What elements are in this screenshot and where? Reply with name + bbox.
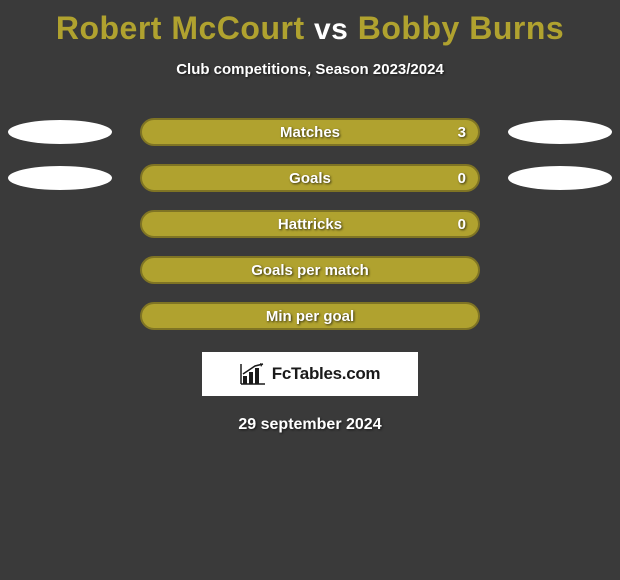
stat-bar: Goals per match <box>140 256 480 284</box>
stat-bar: Hattricks 0 <box>140 210 480 238</box>
vs-word: vs <box>314 13 348 46</box>
logo-chart-icon <box>240 363 266 385</box>
brand-badge: FcTables.com <box>202 352 418 396</box>
brand-text: FcTables.com <box>272 364 381 384</box>
stat-bar: Matches 3 <box>140 118 480 146</box>
ellipse-icon <box>508 166 612 190</box>
stat-value: 0 <box>458 216 466 233</box>
ellipse-icon <box>8 166 112 190</box>
comparison-title: Robert McCourt vs Bobby Burns <box>0 0 620 47</box>
stat-label: Matches <box>280 124 340 141</box>
ellipse-icon <box>8 120 112 144</box>
player1-name: Robert McCourt <box>56 10 305 46</box>
stat-label: Min per goal <box>266 308 354 325</box>
stat-label: Goals per match <box>251 262 369 279</box>
stat-row: Matches 3 <box>0 118 620 146</box>
ellipse-icon <box>508 120 612 144</box>
stat-value: 0 <box>458 170 466 187</box>
stat-row: Goals 0 <box>0 164 620 192</box>
stat-label: Goals <box>289 170 331 187</box>
footer-date: 29 september 2024 <box>0 416 620 434</box>
stat-bar: Goals 0 <box>140 164 480 192</box>
stat-row: Goals per match <box>0 256 620 284</box>
player2-name: Bobby Burns <box>358 10 564 46</box>
stats-container: Matches 3 Goals 0 Hattricks 0 Goals per match M… <box>0 118 620 330</box>
stat-bar: Min per goal <box>140 302 480 330</box>
stat-value: 3 <box>458 124 466 141</box>
stat-row: Hattricks 0 <box>0 210 620 238</box>
stat-label: Hattricks <box>278 216 342 233</box>
stat-row: Min per goal <box>0 302 620 330</box>
subtitle: Club competitions, Season 2023/2024 <box>0 61 620 78</box>
